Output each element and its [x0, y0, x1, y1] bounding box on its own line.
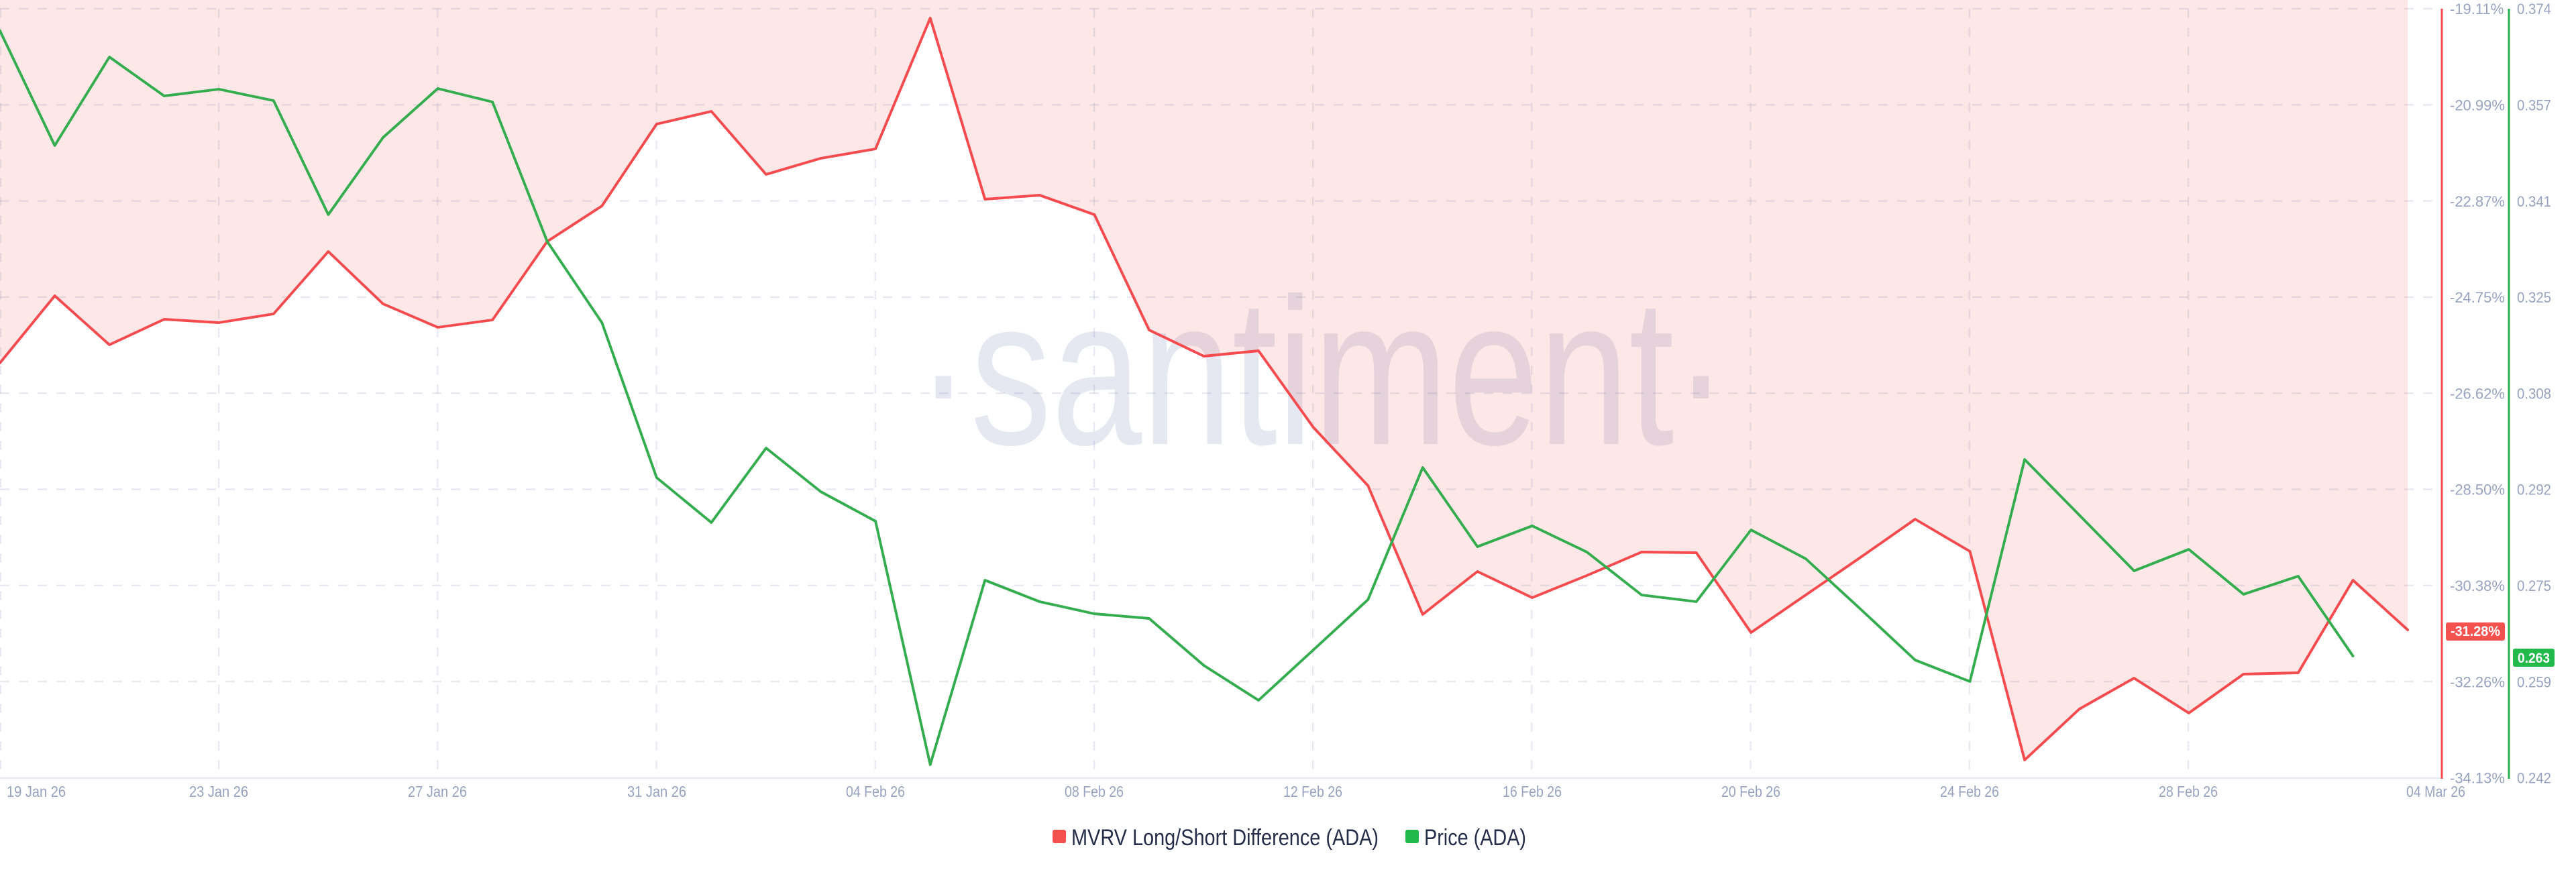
svg-text:0.263: 0.263	[2518, 651, 2550, 666]
svg-text:-28.50%: -28.50%	[2450, 482, 2505, 498]
svg-text:19 Jan 26: 19 Jan 26	[7, 783, 66, 800]
svg-text:0.242: 0.242	[2517, 770, 2551, 787]
svg-text:0.341: 0.341	[2517, 193, 2551, 210]
svg-text:-31.28%: -31.28%	[2451, 624, 2500, 639]
svg-text:31 Jan 26: 31 Jan 26	[627, 783, 686, 800]
svg-text:0.325: 0.325	[2517, 289, 2551, 306]
svg-text:-34.13%: -34.13%	[2450, 770, 2505, 787]
svg-text:-24.75%: -24.75%	[2450, 289, 2505, 306]
svg-text:04 Feb 26: 04 Feb 26	[846, 783, 905, 800]
svg-text:24 Feb 26: 24 Feb 26	[1940, 783, 1999, 800]
svg-text:0.259: 0.259	[2517, 673, 2551, 690]
svg-text:08 Feb 26: 08 Feb 26	[1065, 783, 1124, 800]
svg-text:0.292: 0.292	[2517, 482, 2551, 498]
svg-text:Price (ADA): Price (ADA)	[1424, 825, 1526, 851]
svg-text:20 Feb 26: 20 Feb 26	[1721, 783, 1780, 800]
svg-text:12 Feb 26: 12 Feb 26	[1283, 783, 1342, 800]
svg-text:0.357: 0.357	[2517, 97, 2551, 114]
svg-text:0.275: 0.275	[2517, 578, 2551, 594]
svg-text:28 Feb 26: 28 Feb 26	[2159, 783, 2218, 800]
svg-text:23 Jan 26: 23 Jan 26	[189, 783, 248, 800]
svg-text:04 Mar 26: 04 Mar 26	[2406, 783, 2465, 800]
svg-text:-22.87%: -22.87%	[2450, 193, 2505, 210]
svg-text:-20.99%: -20.99%	[2450, 97, 2505, 114]
svg-text:MVRV Long/Short Difference (AD: MVRV Long/Short Difference (ADA)	[1071, 825, 1379, 851]
svg-text:-19.11%: -19.11%	[2450, 1, 2504, 17]
svg-text:-32.26%: -32.26%	[2450, 673, 2505, 690]
svg-text:0.308: 0.308	[2517, 385, 2551, 402]
svg-text:16 Feb 26: 16 Feb 26	[1503, 783, 1562, 800]
svg-text:-26.62%: -26.62%	[2450, 385, 2505, 402]
svg-text:·santiment·: ·santiment·	[916, 256, 1728, 489]
svg-text:0.374: 0.374	[2517, 1, 2551, 17]
svg-text:-30.38%: -30.38%	[2450, 578, 2505, 594]
svg-text:27 Jan 26: 27 Jan 26	[408, 783, 467, 800]
